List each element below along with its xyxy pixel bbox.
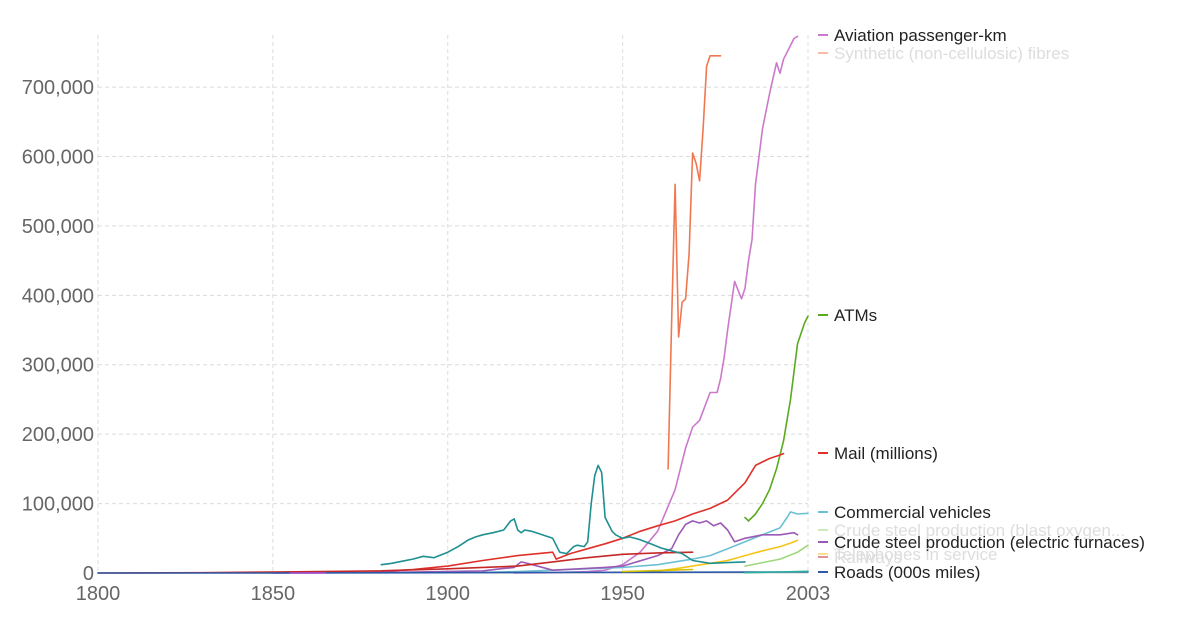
y-tick-label: 0	[83, 563, 94, 585]
y-tick-label: 300,000	[22, 355, 94, 377]
legend-label: Aviation passenger-km	[834, 26, 1007, 45]
x-tick-label: 1800	[76, 583, 121, 605]
legend-label: ATMs	[834, 306, 877, 325]
series-line-7	[656, 539, 799, 572]
legend-label: Synthetic (non-cellulosic) fibres	[834, 44, 1069, 63]
series-line-2	[744, 315, 809, 522]
x-tick-label: 2003	[786, 583, 831, 605]
legend-label: Mail (millions)	[834, 444, 938, 463]
legend-item: Telephones in service	[818, 545, 997, 564]
legend-label: Telephones in service	[834, 545, 997, 564]
series-line-3	[376, 452, 785, 573]
legend-label: Crude steel production (blast oxygen...	[834, 521, 1125, 540]
x-tick-label: 1950	[600, 583, 645, 605]
legend-item: Crude steel production (electric furnace…	[818, 533, 1145, 552]
x-tick-label: 1900	[426, 583, 471, 605]
series-line-11	[744, 570, 809, 574]
legend-item: Railways	[818, 548, 902, 567]
axis-layer: 0 100,000 200,000 300,000 400,000 500,000 600,…	[22, 77, 831, 605]
legend-item: Mail (millions)	[818, 444, 938, 463]
series-line-1	[667, 54, 722, 470]
series-line-6	[272, 520, 799, 574]
y-tick-label: 700,000	[22, 77, 94, 99]
legend-label: Railways	[834, 548, 902, 567]
series-line-5	[744, 544, 809, 567]
series-layer	[97, 35, 809, 574]
legend-item: Crude steel production (blast oxygen...	[818, 521, 1125, 540]
y-tick-label: 600,000	[22, 146, 94, 168]
series-line-10	[380, 464, 746, 566]
legend-item: Synthetic (non-cellulosic) fibres	[818, 44, 1069, 63]
y-tick-label: 500,000	[22, 216, 94, 238]
legend-item: Roads (000s miles)	[818, 563, 980, 582]
x-tick-label: 1850	[251, 583, 296, 605]
legend-label: Roads (000s miles)	[834, 563, 980, 582]
legend-item: ATMs	[818, 306, 877, 325]
legend-label: Crude steel production (electric furnace…	[834, 533, 1145, 552]
y-tick-label: 200,000	[22, 424, 94, 446]
legend-label: Commercial vehicles	[834, 503, 991, 522]
legend-item: Aviation passenger-km	[818, 26, 1007, 45]
grid-layer	[97, 35, 809, 573]
series-line-0	[513, 35, 799, 574]
y-tick-label: 400,000	[22, 285, 94, 307]
y-tick-label: 100,000	[22, 494, 94, 516]
series-line-12	[621, 568, 694, 573]
legend-item: Commercial vehicles	[818, 503, 991, 522]
